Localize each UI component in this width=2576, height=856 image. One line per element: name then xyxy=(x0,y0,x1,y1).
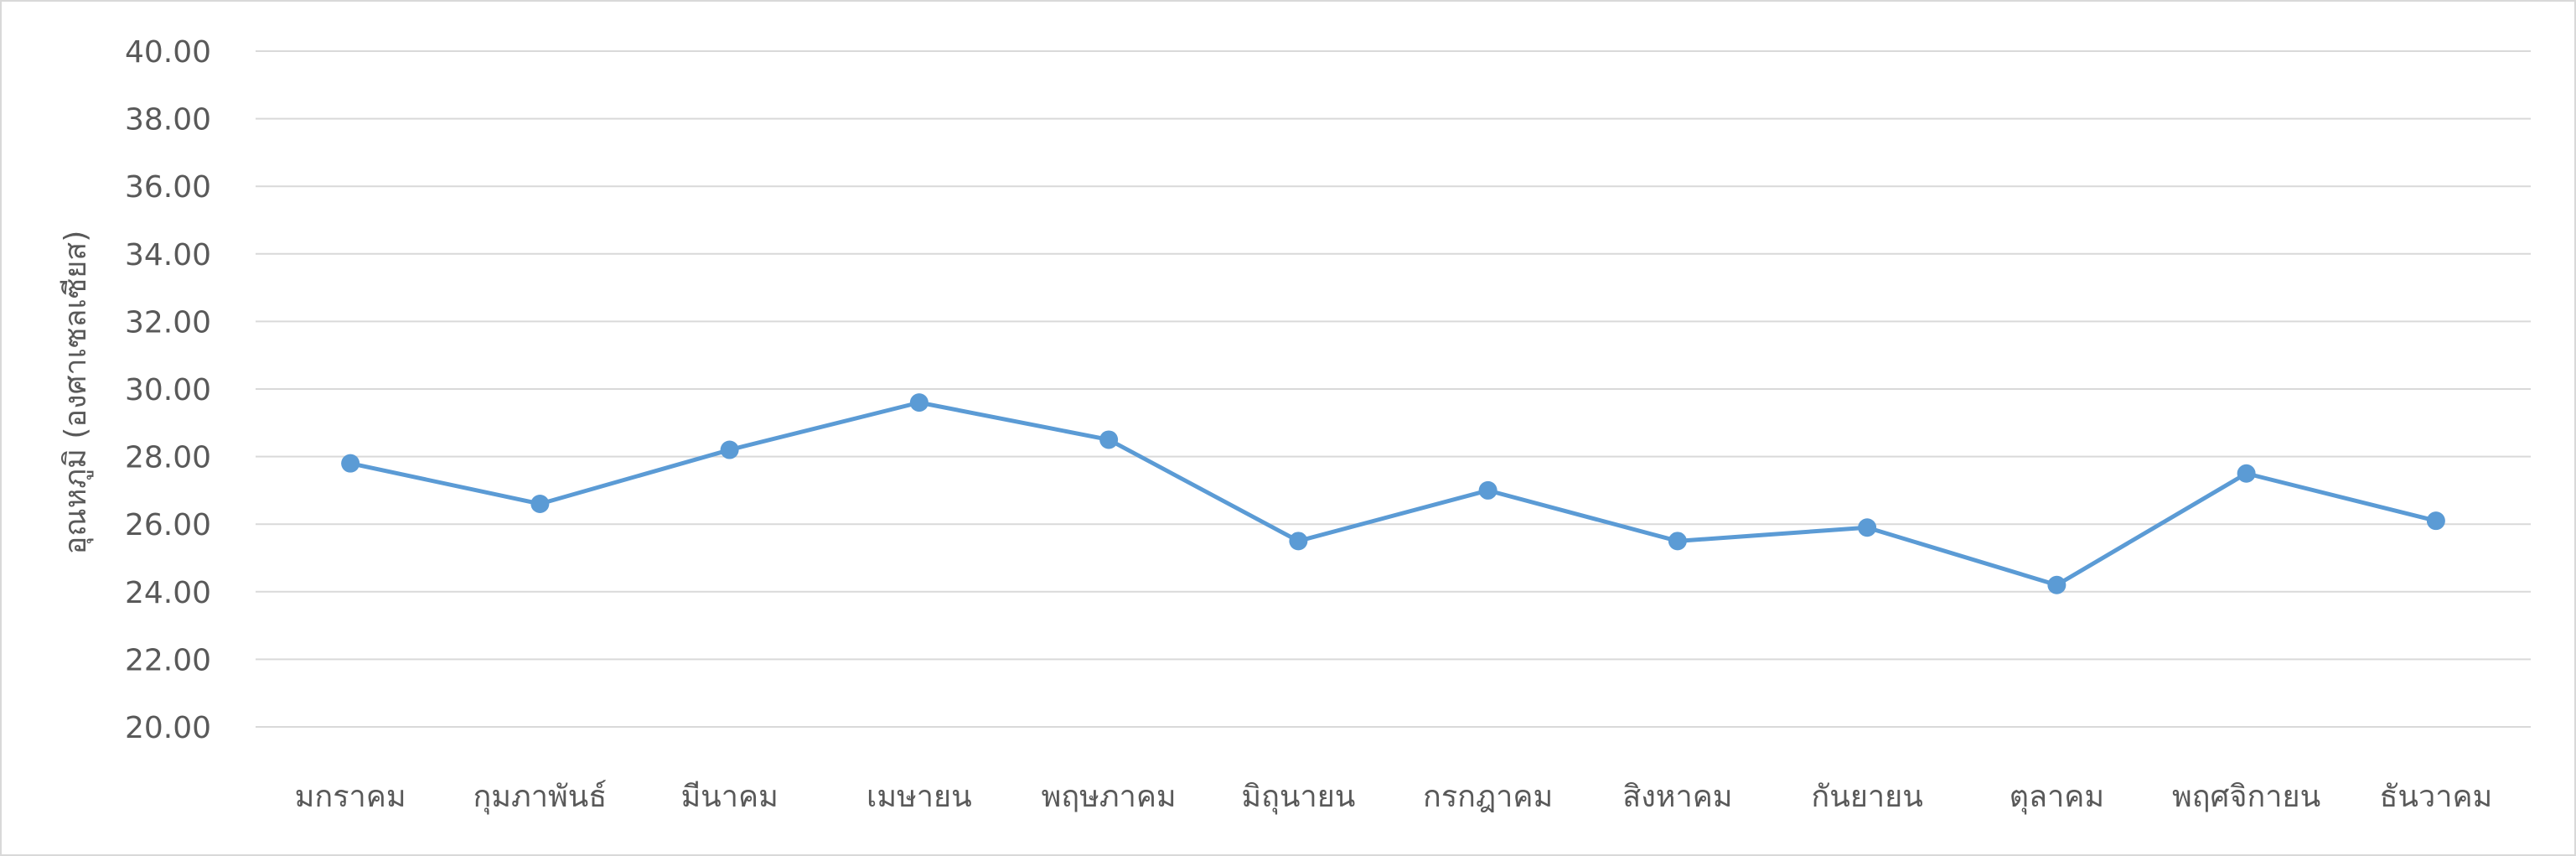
series-layer xyxy=(341,393,2445,594)
data-point xyxy=(2237,464,2256,483)
x-tick-label: กันยายน xyxy=(1811,780,1922,814)
x-tick-label: มกราคม xyxy=(295,780,406,814)
data-point xyxy=(720,440,739,459)
x-tick-label: พฤศจิกายน xyxy=(2172,780,2320,814)
data-point xyxy=(341,454,360,473)
y-tick-label: 34.00 xyxy=(125,238,211,272)
x-tick-label: กุมภาพันธ์ xyxy=(473,780,607,815)
data-point xyxy=(530,495,550,514)
x-tick-label: สิงหาคม xyxy=(1622,780,1732,814)
data-point xyxy=(909,393,928,412)
gridlines xyxy=(256,50,2531,728)
x-tick-labels: มกราคม กุมภาพันธ์ มีนาคม เมษายน พฤษภาคม มิถุน… xyxy=(295,780,2493,815)
data-point xyxy=(1858,518,1877,537)
x-tick-label: ตุลาคม xyxy=(2010,780,2104,815)
y-tick-label: 30.00 xyxy=(125,373,211,407)
data-point xyxy=(1668,532,1687,551)
x-tick-label: พฤษภาคม xyxy=(1042,780,1177,814)
data-point xyxy=(2047,575,2066,594)
data-point xyxy=(1099,430,1119,449)
y-tick-label: 24.00 xyxy=(125,576,211,610)
y-tick-label: 26.00 xyxy=(125,508,211,542)
y-axis-title: อุณหภูมิ (องศาเซลเซียส) xyxy=(59,231,94,555)
x-tick-label: มิถุนายน xyxy=(1241,780,1355,815)
x-tick-label: มีนาคม xyxy=(680,780,778,814)
y-tick-label: 22.00 xyxy=(125,643,211,677)
x-tick-label: เมษายน xyxy=(866,780,972,814)
y-tick-label: 28.00 xyxy=(125,441,211,475)
y-tick-label: 20.00 xyxy=(125,711,211,745)
x-tick-label: กรกฎาคม xyxy=(1423,780,1553,814)
y-tick-labels: 20.00 22.00 24.00 26.00 28.00 30.00 32.00 34.00… xyxy=(125,35,211,745)
data-point xyxy=(1289,532,1308,551)
data-point xyxy=(1478,480,1497,500)
data-point xyxy=(2426,511,2445,531)
y-tick-label: 38.00 xyxy=(125,103,211,137)
x-tick-label: ธันวาคม xyxy=(2379,780,2492,814)
y-tick-label: 40.00 xyxy=(125,35,211,70)
y-tick-label: 32.00 xyxy=(125,305,211,340)
y-tick-label: 36.00 xyxy=(125,170,211,205)
series-line xyxy=(349,400,2437,588)
